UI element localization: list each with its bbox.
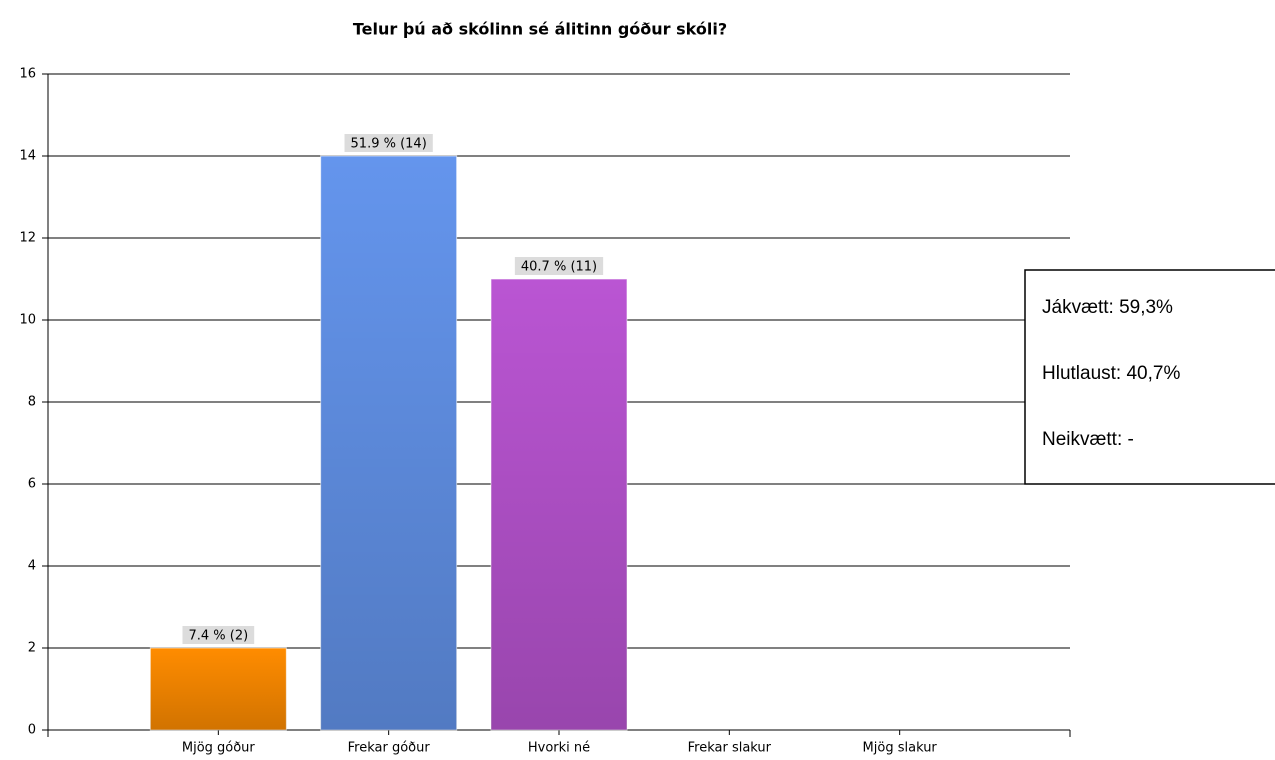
value-label-bg [514,257,604,275]
y-tick-label: 2 [28,641,36,656]
annotation-text: Neikvætt: - [1042,429,1134,450]
x-tick-label: Hvorki né [528,741,590,756]
bar [490,278,628,731]
value-label: 51.9 % (14) [351,137,427,152]
value-label: 40.7 % (11) [521,260,597,275]
x-tick-label: Mjög slakur [863,741,938,756]
y-tick-label: 4 [28,559,36,574]
value-label: 7.4 % (2) [188,629,248,644]
y-tick-label: 12 [19,231,36,246]
x-tick-label: Frekar slakur [688,741,772,756]
x-tick-label: Frekar góður [348,741,431,756]
annotation-box [1024,269,1275,485]
y-tick-label: 6 [28,477,36,492]
value-label-bg [182,626,255,644]
x-tick-label: Mjög góður [182,741,256,756]
bar [149,647,287,731]
y-tick-label: 14 [19,149,36,164]
y-tick-label: 16 [19,67,36,82]
annotation-text: Jákvætt: 59,3% [1042,297,1173,318]
y-tick-label: 0 [28,723,36,738]
annotation-text: Hlutlaust: 40,7% [1042,363,1180,384]
y-tick-label: 8 [28,395,36,410]
y-tick-label: 10 [19,313,36,328]
value-label-bg [344,134,433,152]
bar [320,155,458,731]
chart-title: Telur þú að skólinn sé álitinn góður skó… [353,20,727,39]
